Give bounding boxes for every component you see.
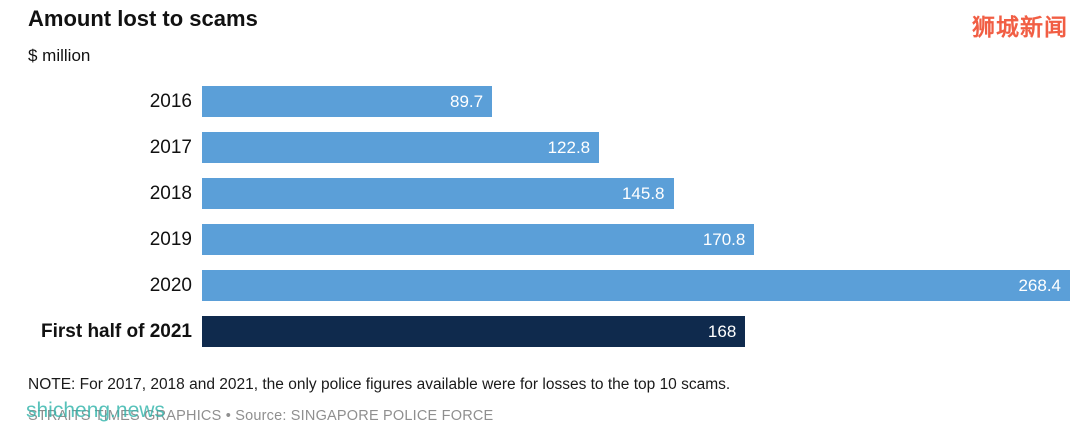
category-label: 2016 — [149, 90, 192, 112]
chart-note: NOTE: For 2017, 2018 and 2021, the only … — [28, 376, 731, 393]
value-label: 89.7 — [449, 91, 484, 111]
chart-row: 2017 122.8 — [0, 132, 1080, 163]
category-label: 2020 — [149, 274, 192, 296]
value-label: 268.4 — [1018, 275, 1061, 295]
bar: 145.8 — [202, 178, 674, 209]
chart-row: First half of 2021 168 — [0, 316, 1080, 347]
value-label: 170.8 — [702, 229, 746, 249]
value-label: 122.8 — [547, 137, 591, 157]
source-credit: STRAITS TIMES GRAPHICS • Source: SINGAPO… — [28, 408, 494, 424]
chart-unit-label: $ million — [28, 46, 91, 65]
category-label: 2019 — [149, 228, 192, 250]
chart-row: 2019 170.8 — [0, 224, 1080, 255]
category-label: First half of 2021 — [41, 320, 192, 342]
chart-row: 2020 268.4 — [0, 270, 1080, 301]
bar: 89.7 — [202, 86, 493, 117]
bar-track: 89.7 — [202, 86, 1070, 117]
bar: 170.8 — [202, 224, 755, 255]
bar: 168 — [202, 316, 746, 347]
bar: 268.4 — [202, 270, 1070, 301]
chart-row: 2018 145.8 — [0, 178, 1080, 209]
bar-track: 145.8 — [202, 178, 1070, 209]
bottom-left-watermark: shicheng.news — [26, 399, 165, 422]
bar-track: 122.8 — [202, 132, 1070, 163]
category-label: 2018 — [149, 182, 192, 204]
chart-row: 2016 89.7 — [0, 86, 1080, 117]
bar-chart: 2016 89.7 2017 122.8 2018 145.8 2019 170.8 2020 2… — [0, 86, 1080, 362]
top-right-watermark: 狮城新闻 — [972, 14, 1068, 40]
bar: 122.8 — [202, 132, 600, 163]
value-label: 145.8 — [621, 183, 665, 203]
bar-track: 170.8 — [202, 224, 1070, 255]
category-label: 2017 — [149, 136, 192, 158]
value-label: 168 — [707, 321, 737, 341]
chart-title: Amount lost to scams — [28, 6, 258, 31]
bar-track: 268.4 — [202, 270, 1070, 301]
bar-track: 168 — [202, 316, 1070, 347]
